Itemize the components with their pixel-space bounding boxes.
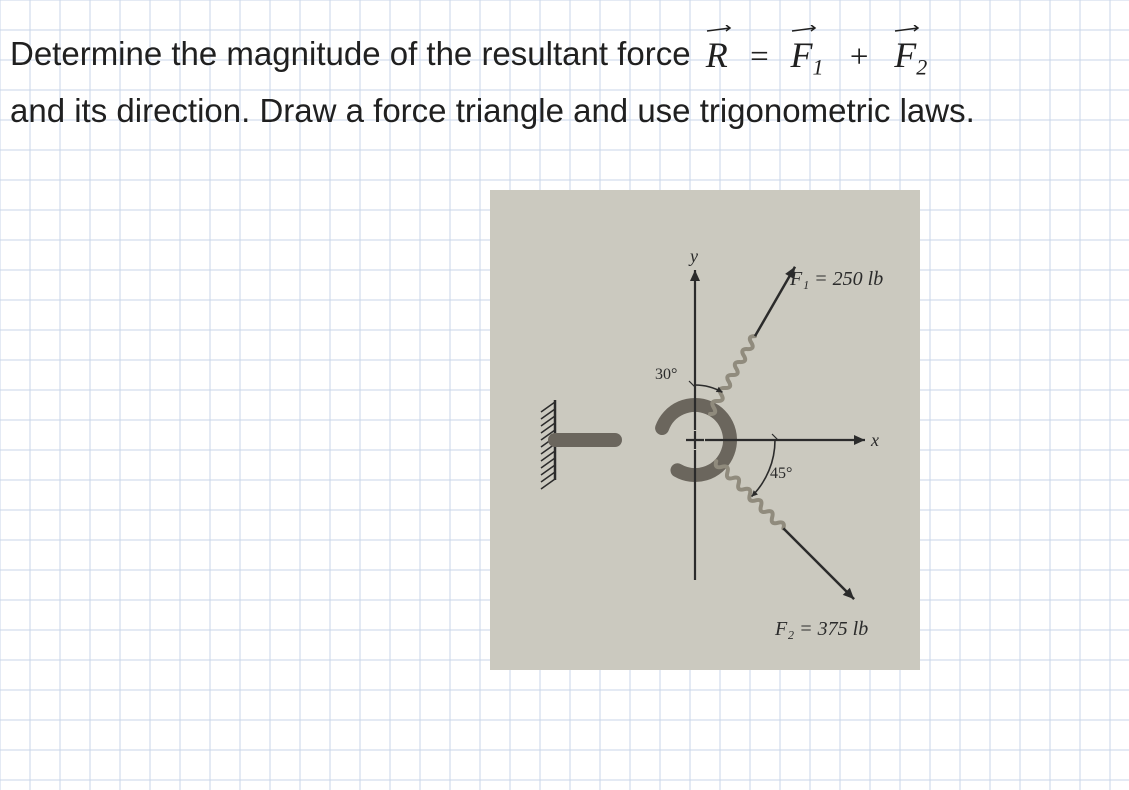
symbol-F1: F	[791, 35, 813, 75]
svg-text:F₂ = 375 lb: F₂ = 375 lb	[774, 618, 868, 640]
figure: y x F₁ = 250 lb F₂ = 375 lb 30° 45°	[490, 190, 920, 670]
svg-text:x: x	[870, 430, 879, 450]
text-line-1a: Determine the magnitude of the resultant…	[10, 35, 691, 72]
vector-F2: F2	[894, 28, 927, 85]
symbol-F2: F	[894, 35, 916, 75]
problem-text: Determine the magnitude of the resultant…	[10, 28, 1119, 136]
text-line-2: and its direction. Draw a force triangle…	[10, 92, 975, 129]
svg-text:30°: 30°	[655, 366, 677, 383]
symbol-plus: +	[848, 39, 870, 75]
svg-text:45°: 45°	[770, 465, 792, 482]
symbol-R: R	[706, 35, 728, 75]
equation: R = F1 + F2	[700, 28, 934, 85]
symbol-F1-sub: 1	[813, 55, 824, 80]
vector-R: R	[706, 28, 728, 84]
svg-text:F₁ = 250 lb: F₁ = 250 lb	[789, 268, 883, 290]
symbol-F2-sub: 2	[916, 55, 927, 80]
vector-F1: F1	[791, 28, 824, 85]
symbol-eq: =	[748, 39, 770, 75]
problem-content: Determine the magnitude of the resultant…	[0, 0, 1129, 136]
svg-text:y: y	[688, 246, 698, 266]
